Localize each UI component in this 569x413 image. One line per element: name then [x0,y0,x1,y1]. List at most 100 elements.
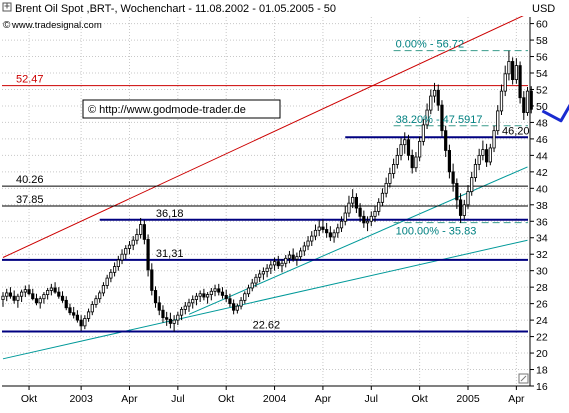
candle-body [57,291,61,297]
candle-body [127,244,132,249]
candle-body [436,89,440,106]
y-tick-label: 52 [536,84,548,96]
red-trendline [2,13,528,258]
x-tick-label: Okt [21,393,37,405]
candle-body [139,224,143,235]
candle-body [295,256,299,260]
candle-body [101,285,106,294]
candle-body [321,226,325,230]
candle-body [220,291,225,296]
candle-body [310,235,314,242]
candle-body [261,271,266,275]
candle-body [276,261,280,267]
candle-body [31,293,35,300]
candle-body [343,212,347,222]
candle-body [142,224,146,240]
candle-body [12,295,16,301]
candle-body [362,215,366,224]
candle-body [332,232,336,238]
candle-body [518,65,522,99]
candle-body [191,299,195,304]
candle-body [391,164,396,174]
candle-body [235,305,239,311]
candle-body [484,149,489,163]
candle-body [246,287,251,295]
candle-body [395,154,399,165]
y-tick-label: 46 [536,134,548,146]
candle-body [358,207,362,217]
candle-body [27,289,31,295]
candle-body [16,295,20,301]
candle-body [46,290,50,295]
x-tick-label: Apr [508,393,525,405]
candle-body [75,314,79,321]
y-tick-label: 36 [536,216,548,228]
candle-body [388,173,392,184]
candle-body [153,290,158,304]
candle-body [23,289,27,293]
candle-body [466,191,470,206]
candle-body [217,288,221,293]
y-tick-label: 44 [536,150,548,162]
candle-body [373,210,377,217]
candle-body [198,293,202,297]
candle-body [5,292,9,297]
candle-body [146,238,150,271]
candle-body [202,293,206,298]
candle-body [447,150,452,173]
level-label: 46,20 [502,125,530,137]
candle-body [120,253,124,261]
x-tick-label: Okt [411,393,427,405]
candle-body [503,73,507,92]
x-tick-label: Apr [315,393,332,405]
candle-body [68,307,72,314]
candle-body [228,298,232,305]
y-tick-label: 42 [536,167,548,179]
candle-body [488,147,492,163]
candle-body [492,130,496,149]
y-tick-label: 34 [536,233,548,245]
source-label: www.tradesignal.com [11,20,102,31]
candle-body [49,287,53,291]
candle-body [421,124,425,142]
candle-body [525,90,530,113]
candle-body [224,294,228,300]
y-tick-label: 24 [536,315,548,327]
candle-body [384,182,388,194]
candle-body [470,177,474,193]
candle-body [19,291,24,297]
candle-body [98,292,102,300]
x-tick-label: 2005 [456,393,480,405]
candle-body [377,201,381,212]
candle-body [265,267,269,272]
candle-body [232,303,236,311]
candle-body [403,139,407,146]
candle-body [187,302,191,307]
candle-body [410,154,414,169]
candle-body [347,202,351,214]
candle-body [179,308,184,316]
candle-body [280,262,284,267]
fib-label: 0.00% - 56.72 [396,39,465,51]
candle-body [168,318,172,324]
candle-body [243,293,247,301]
candle-body [272,261,277,266]
candle-body [8,292,13,297]
candle-body [1,295,5,300]
candle-body [462,204,466,216]
y-tick-label: 38 [536,200,548,212]
candle-body [418,140,422,158]
candle-body [194,295,199,300]
chart-title: Brent Oil Spot ,BRT-, Wochenchart - 11.0… [15,3,336,15]
candle-body [176,314,180,321]
candle-body [365,220,370,224]
candle-body [425,109,429,126]
candle-body [183,305,187,310]
candle-body [250,282,254,289]
fib-label: 100.00% - 35.83 [396,226,477,238]
y-tick-label: 58 [536,35,548,47]
candle-body [414,156,418,169]
candle-body [339,220,344,229]
candle-body [90,304,94,313]
